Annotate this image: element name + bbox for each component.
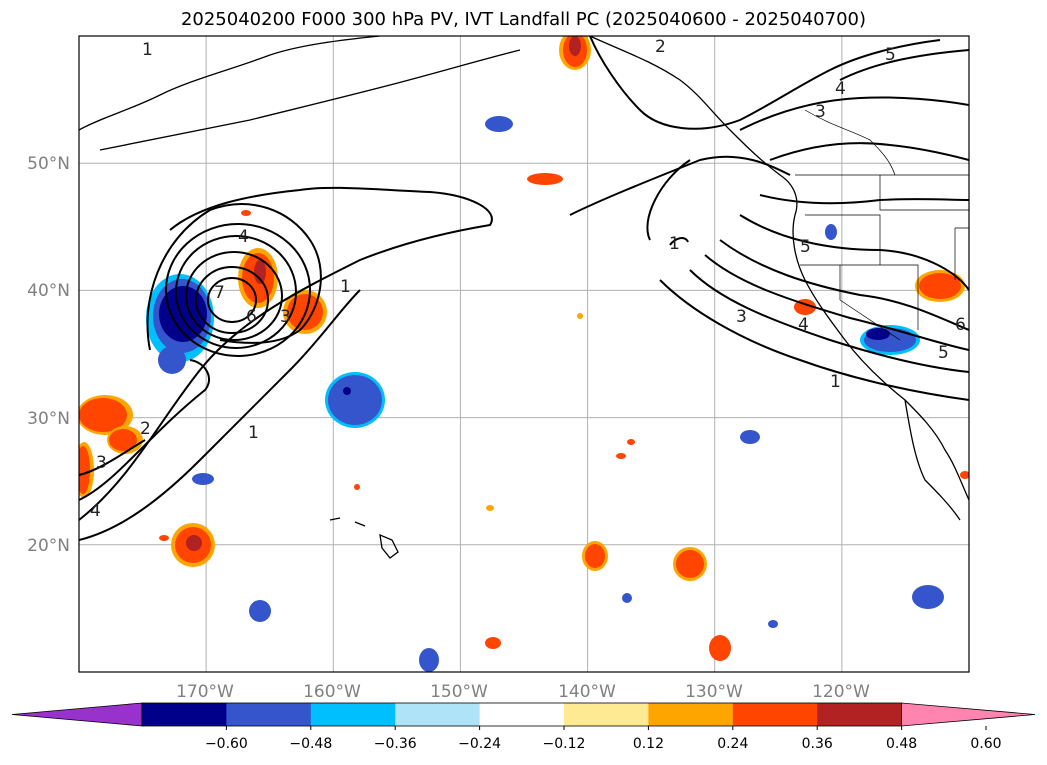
colorbar-tick-label: 0.60 bbox=[970, 736, 1001, 752]
lon-axis-labels: 170°W 160°W 150°W 140°W 130°W 120°W bbox=[176, 682, 870, 702]
contour-label: 1 bbox=[142, 40, 153, 60]
colorbar-segment bbox=[648, 703, 734, 726]
contour-label: 4 bbox=[238, 227, 249, 247]
pv-small-negative bbox=[912, 585, 944, 609]
pv-small-negative bbox=[192, 473, 214, 485]
pv-small-negative bbox=[485, 116, 513, 132]
contour-label: 3 bbox=[96, 453, 107, 473]
contour-label: 1 bbox=[340, 277, 351, 297]
coastlines bbox=[79, 36, 969, 559]
pv-small-negative bbox=[419, 648, 439, 672]
colorbar-tick-label: −0.60 bbox=[205, 736, 248, 752]
contour-label: 6 bbox=[955, 315, 966, 335]
contour-label: 1 bbox=[248, 423, 259, 443]
contour-label: 4 bbox=[90, 501, 101, 521]
pv-positive-blob-south bbox=[171, 523, 215, 567]
lon-label: 130°W bbox=[685, 682, 743, 702]
colorbar-segment bbox=[732, 703, 818, 726]
contour-label: 4 bbox=[835, 79, 846, 99]
lat-label: 50°N bbox=[27, 154, 70, 174]
colorbar-segment bbox=[226, 703, 312, 726]
pv-small-negative bbox=[249, 600, 271, 622]
contour-label: 6 bbox=[246, 307, 257, 327]
lon-label: 170°W bbox=[176, 682, 234, 702]
pv-small-positive bbox=[527, 173, 563, 185]
colorbar: −0.60 −0.48 −0.36 −0.24 −0.12 0.12 0.24 0.36 0.4… bbox=[11, 702, 1036, 752]
colorbar-tick-label: −0.36 bbox=[374, 736, 417, 752]
colorbar-segment bbox=[564, 703, 649, 726]
pv-small-negative bbox=[740, 430, 760, 444]
contour-label: 5 bbox=[938, 343, 949, 363]
contour-labels: 4 1 1 2 3 4 7 6 3 1 3 4 1 5 5 3 4 5 2 1 … bbox=[90, 37, 966, 521]
pv-small-positive bbox=[485, 637, 501, 649]
pv-positive-blob-2 bbox=[283, 290, 327, 334]
pv-positive-blob-3 bbox=[79, 395, 143, 498]
colorbar-tick-label: −0.12 bbox=[543, 736, 586, 752]
colorbar-extend-high bbox=[901, 702, 1036, 727]
colorbar-tick-label: −0.24 bbox=[458, 736, 501, 752]
contour-label: 3 bbox=[815, 102, 826, 122]
pv-small-positive bbox=[709, 635, 731, 661]
lon-label: 140°W bbox=[558, 682, 616, 702]
lon-label: 160°W bbox=[303, 682, 361, 702]
lon-label: 120°W bbox=[812, 682, 870, 702]
lat-axis-labels: 50°N 40°N 30°N 20°N bbox=[27, 154, 70, 556]
map-background bbox=[79, 36, 969, 672]
contour-label: 2 bbox=[140, 419, 151, 439]
pv-negative-blob-central bbox=[325, 372, 385, 428]
chart-title: 2025040200 F000 300 hPa PV, IVT Landfall… bbox=[180, 9, 867, 30]
contour-label: 4 bbox=[798, 315, 809, 335]
contour-label: 7 bbox=[214, 283, 225, 303]
colorbar-frame bbox=[141, 702, 902, 727]
contour-label: 3 bbox=[280, 307, 291, 327]
lat-label: 40°N bbox=[27, 281, 70, 301]
colorbar-tick-label: 0.24 bbox=[717, 736, 748, 752]
lon-label: 150°W bbox=[430, 682, 488, 702]
colorbar-tick-label: 0.12 bbox=[633, 736, 664, 752]
contour-label: 1 bbox=[669, 234, 680, 254]
colorbar-segment bbox=[142, 703, 227, 726]
colorbar-segment bbox=[310, 703, 396, 726]
ivt-contours bbox=[79, 36, 969, 541]
map-frame bbox=[78, 35, 970, 673]
colorbar-tick-label: 0.36 bbox=[802, 736, 833, 752]
lat-label: 30°N bbox=[27, 409, 70, 429]
contour-label: 5 bbox=[885, 45, 896, 65]
colorbar-tick-label: 0.48 bbox=[886, 736, 917, 752]
contour-label: 1 bbox=[830, 372, 841, 392]
lat-label: 20°N bbox=[27, 536, 70, 556]
colorbar-segment bbox=[395, 703, 481, 726]
colorbar-extend-low bbox=[11, 702, 143, 727]
contour-label: 2 bbox=[655, 37, 666, 57]
contour-label: 3 bbox=[736, 307, 747, 327]
colorbar-segment bbox=[817, 703, 903, 726]
colorbar-segment bbox=[479, 703, 565, 726]
contour-label: 5 bbox=[800, 237, 811, 257]
colorbar-tick-label: −0.48 bbox=[289, 736, 332, 752]
